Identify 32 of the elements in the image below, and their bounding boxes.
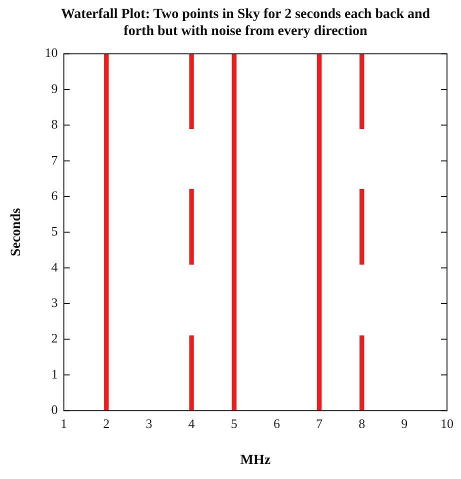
bar [360, 189, 364, 265]
bar [316, 54, 322, 411]
y-tick-label: 4 [51, 259, 58, 274]
x-tick-label: 10 [440, 416, 454, 431]
bar [360, 335, 364, 411]
y-axis-title: Seconds [9, 208, 24, 256]
y-tick-label: 7 [51, 152, 58, 168]
x-tick-label: 6 [273, 416, 280, 431]
y-tick-label: 10 [44, 45, 58, 60]
bar [189, 335, 194, 411]
y-tick-label: 3 [51, 294, 58, 310]
bar [189, 54, 194, 130]
y-tick-label: 6 [51, 188, 58, 203]
y-tick-label: 8 [51, 116, 58, 132]
x-tick-label: 2 [103, 416, 110, 431]
x-tick-label: 3 [146, 416, 152, 431]
bar [104, 54, 109, 411]
bar [360, 54, 364, 130]
chart-title: Waterfall Plot: Two points in Sky for 2 seconds each back and forth but with noise from every direction [60, 6, 432, 40]
x-tick-label: 8 [358, 416, 366, 431]
x-axis-title: MHz [240, 453, 271, 468]
bar [232, 54, 236, 411]
x-tick-label: 9 [401, 416, 408, 431]
y-tick-label: 9 [51, 80, 58, 96]
bar [189, 189, 194, 265]
y-tick-label: 0 [51, 402, 58, 418]
y-tick-label: 1 [51, 366, 58, 382]
y-tick-label: 2 [51, 330, 58, 346]
x-tick-label: 7 [316, 416, 324, 431]
x-tick-label: 5 [230, 416, 238, 431]
y-tick-label: 5 [51, 224, 58, 239]
x-tick-label: 4 [188, 416, 196, 431]
